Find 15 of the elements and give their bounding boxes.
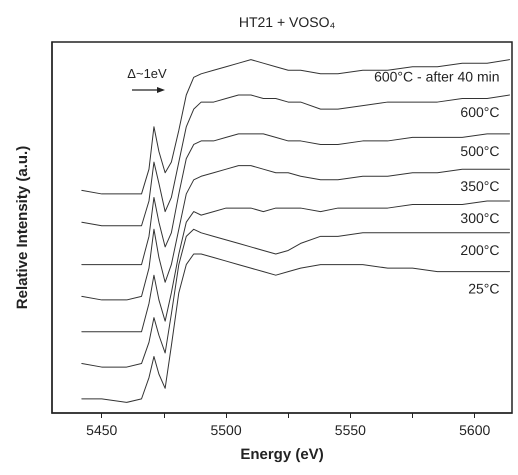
x-tick-label: 5600 (459, 422, 490, 438)
series-label: 500°C (460, 142, 500, 159)
y-axis-title: Relative Intensity (a.u.) (14, 146, 31, 310)
series-label: 350°C (460, 178, 500, 194)
x-tick-label: 5500 (210, 422, 242, 438)
series-label: 200°C (460, 242, 500, 258)
x-tick-label: 5450 (86, 422, 118, 438)
series-label: 600°C - after 40 min (374, 68, 500, 85)
chart-title: HT21 + VOSO₄ (238, 14, 336, 30)
annotation: Δ~1eV (127, 66, 168, 81)
series-label: 600°C (460, 104, 500, 120)
x-axis-title: Energy (eV) (240, 446, 324, 463)
series-label: 300°C (460, 210, 500, 226)
series-label: 25°C (468, 280, 500, 297)
x-tick-label: 5550 (334, 422, 366, 438)
